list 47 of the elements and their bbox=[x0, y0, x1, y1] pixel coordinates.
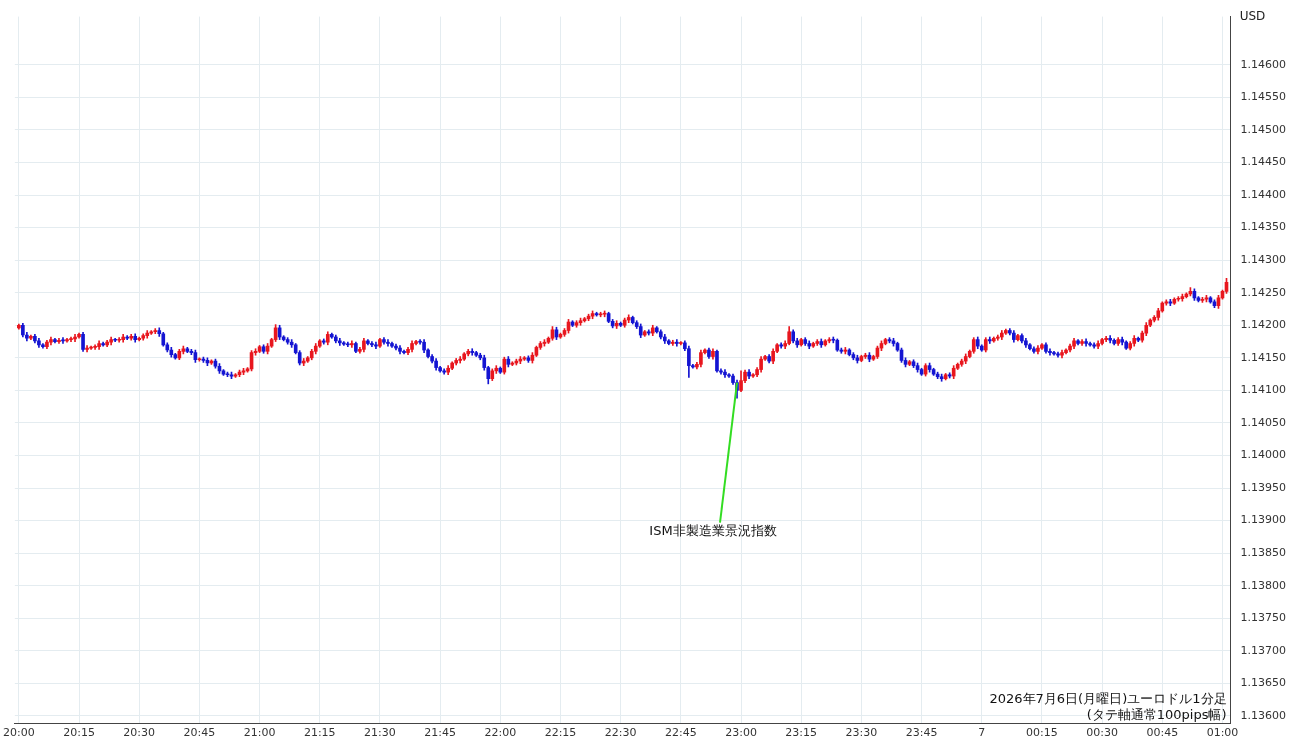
x-tick-label: 22:15 bbox=[544, 726, 577, 740]
y-tick-label: 1.14050 bbox=[1240, 415, 1287, 429]
x-tick-label: 22:30 bbox=[604, 726, 637, 740]
x-tick-label: 23:00 bbox=[725, 726, 757, 740]
y-tick-label: 1.13900 bbox=[1240, 513, 1287, 527]
y-axis-title: USD bbox=[1239, 9, 1266, 24]
x-tick-label: 23:15 bbox=[785, 726, 818, 740]
y-tick-label: 1.13600 bbox=[1240, 708, 1287, 722]
x-tick-label: 21:00 bbox=[243, 726, 276, 740]
y-tick-label: 1.13700 bbox=[1240, 643, 1287, 657]
x-tick-label: 01:00 bbox=[1206, 726, 1239, 740]
annotation: 2026年7月6日(月曜日)ユーロドル1分足 bbox=[989, 690, 1227, 706]
x-tick-label: 20:00 bbox=[3, 726, 35, 740]
x-tick-label: 7 bbox=[978, 726, 986, 740]
y-tick-label: 1.13750 bbox=[1240, 611, 1287, 625]
y-tick-label: 1.14300 bbox=[1240, 253, 1287, 267]
y-tick-label: 1.14400 bbox=[1240, 187, 1287, 201]
y-tick-label: 1.14450 bbox=[1240, 155, 1287, 169]
x-tick-label: 21:45 bbox=[424, 726, 456, 740]
y-tick-label: 1.14150 bbox=[1240, 350, 1287, 364]
x-tick-label: 23:45 bbox=[905, 726, 938, 740]
y-tick-label: 1.14500 bbox=[1240, 122, 1287, 136]
y-tick-label: 1.13850 bbox=[1240, 546, 1287, 560]
y-tick-label: 1.14250 bbox=[1240, 285, 1287, 299]
x-tick-label: 00:15 bbox=[1026, 726, 1058, 740]
x-tick-label: 21:15 bbox=[303, 726, 336, 740]
x-tick-label: 23:30 bbox=[845, 726, 878, 740]
annotation: ISM非製造業景況指数 bbox=[649, 523, 777, 539]
y-tick-label: 1.14600 bbox=[1240, 57, 1287, 71]
candlestick bbox=[470, 348, 475, 356]
y-tick-label: 1.13800 bbox=[1240, 578, 1287, 592]
y-tick-label: 1.14000 bbox=[1240, 448, 1287, 462]
x-tick-label: 20:30 bbox=[123, 726, 156, 740]
x-tick-label: 20:45 bbox=[183, 726, 216, 740]
x-tick-label: 20:15 bbox=[63, 726, 95, 740]
y-tick-label: 1.14100 bbox=[1240, 383, 1287, 397]
y-tick-label: 1.13650 bbox=[1240, 676, 1287, 690]
y-tick-label: 1.14350 bbox=[1240, 220, 1287, 234]
x-tick-label: 00:45 bbox=[1146, 726, 1179, 740]
x-tick-label: 22:00 bbox=[484, 726, 517, 740]
x-tick-label: 21:30 bbox=[364, 726, 396, 740]
x-tick-label: 00:30 bbox=[1086, 726, 1118, 740]
x-tick-label: 22:45 bbox=[665, 726, 697, 740]
y-tick-label: 1.14550 bbox=[1240, 90, 1287, 104]
y-tick-label: 1.14200 bbox=[1240, 318, 1287, 332]
annotation: (タテ軸通常100pips幅) bbox=[1086, 706, 1227, 722]
y-tick-label: 1.13950 bbox=[1240, 480, 1287, 494]
